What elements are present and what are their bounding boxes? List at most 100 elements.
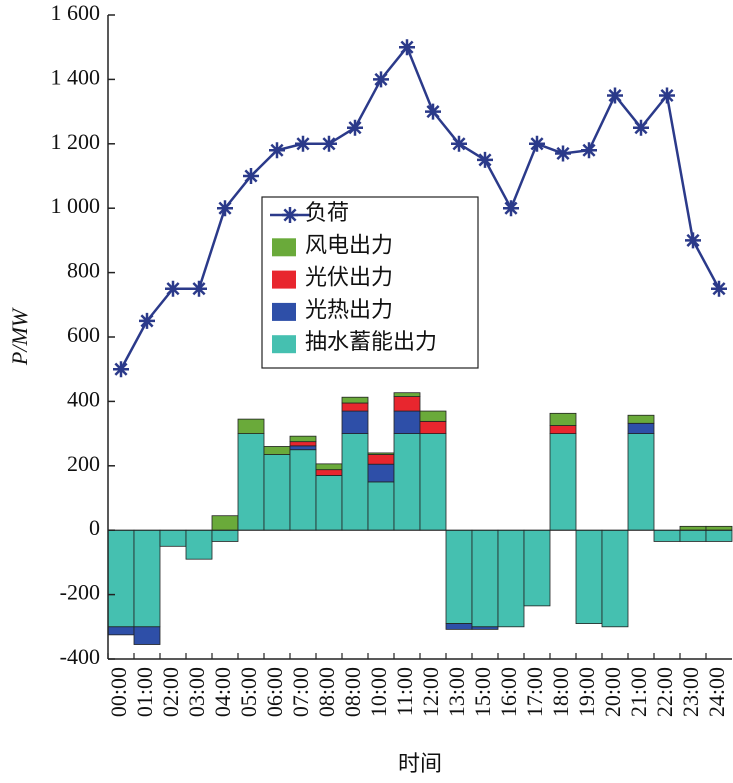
bar-segment: [237, 418, 265, 434]
bar-segment: [315, 463, 343, 471]
marks: [113, 39, 727, 378]
y-tick-label: 0: [89, 515, 100, 540]
legend-label: 光伏出力: [305, 265, 393, 290]
bar-segment: [445, 623, 473, 630]
x-tick-label: 19:00: [574, 667, 599, 717]
bar-segment: [393, 433, 421, 531]
bar-segment: [237, 433, 265, 531]
load-marker: [529, 135, 545, 152]
x-tick-label: 08:00: [340, 667, 365, 717]
x-tick-label: 11:00: [392, 667, 417, 716]
legend-label: 负荷: [305, 200, 349, 225]
x-tick-label: 13:00: [444, 667, 469, 717]
load-marker: [243, 168, 259, 184]
bar-segment: [419, 433, 447, 531]
load-marker: [347, 119, 363, 136]
legend-swatch: [272, 238, 296, 257]
bar-segment: [315, 475, 343, 531]
legend-label: 风电出力: [305, 232, 393, 257]
bar-segment: [705, 525, 733, 531]
bar-segment: [263, 446, 291, 455]
y-tick-label: 1 200: [51, 129, 101, 154]
y-tick-label: 400: [67, 386, 100, 411]
load-marker: [503, 200, 519, 217]
bar-segment: [627, 422, 655, 434]
x-tick-label: 22:00: [652, 667, 677, 717]
bar-segment: [341, 433, 369, 531]
load-marker: [399, 39, 415, 56]
bar-segment: [393, 396, 421, 412]
load-marker: [659, 87, 675, 104]
x-tick-label: 02:00: [158, 667, 183, 717]
legend-marker: [282, 207, 298, 223]
bar-segment: [627, 414, 655, 424]
load-marker: [451, 135, 467, 152]
bar-segment: [471, 626, 499, 630]
x-tick-label: 10:00: [366, 667, 391, 717]
load-marker: [633, 119, 649, 136]
bar-segment: [289, 441, 317, 447]
x-tick-label: 17:00: [522, 667, 547, 717]
bar-segment: [627, 433, 655, 531]
x-tick-label: 03:00: [184, 667, 209, 717]
bars: [107, 392, 733, 645]
x-tick-label: 18:00: [548, 667, 573, 717]
bar-segment: [341, 410, 369, 434]
load-marker: [555, 145, 571, 162]
x-tick-label: 23:00: [678, 667, 703, 717]
load-marker: [139, 312, 155, 329]
bar-segment: [679, 529, 707, 542]
bar-segment: [367, 463, 395, 483]
x-tick-label: 00:00: [106, 667, 131, 717]
bar-segment: [705, 529, 733, 542]
load-marker: [373, 71, 389, 88]
bar-segment: [445, 529, 473, 624]
bar-segment: [575, 529, 603, 624]
y-axis-label: P/MW: [7, 307, 32, 366]
x-axis-label: 时间: [398, 751, 442, 776]
y-tick-label: 1 000: [51, 193, 101, 218]
bar-segment: [315, 469, 343, 476]
bar-segment: [133, 529, 161, 628]
load-marker: [321, 135, 337, 152]
load-marker: [113, 361, 129, 378]
x-tick-label: 04:00: [210, 667, 235, 717]
bar-segment: [549, 425, 577, 434]
bar-segment: [133, 626, 161, 645]
legend-swatch: [272, 270, 296, 289]
y-tick-label: 800: [67, 258, 100, 283]
bar-segment: [471, 529, 499, 628]
bar-segment: [653, 529, 681, 542]
x-tick-label: 24:00: [704, 667, 729, 717]
bar-segment: [497, 529, 525, 628]
bar-segment: [549, 433, 577, 531]
load-marker: [581, 142, 597, 159]
bar-segment: [107, 529, 135, 628]
x-tick-label: 08:00: [314, 667, 339, 717]
x-tick-label: 06:00: [262, 667, 287, 717]
bar-segment: [549, 412, 577, 426]
bar-segment: [211, 529, 239, 542]
y-tick-label: 1 400: [51, 64, 101, 89]
load-marker: [269, 142, 285, 159]
bar-segment: [263, 454, 291, 531]
x-tick-label: 12:00: [418, 667, 443, 717]
x-tick-label: 20:00: [600, 667, 625, 717]
legend-swatch: [272, 335, 296, 354]
y-tick-label: 600: [67, 322, 100, 347]
load-marker: [217, 200, 233, 217]
bar-segment: [419, 410, 447, 422]
legend-swatch: [272, 302, 296, 321]
load-marker: [685, 232, 701, 249]
load-marker: [425, 103, 441, 120]
bar-segment: [159, 529, 187, 547]
legend-label: 抽水蓄能出力: [305, 329, 437, 354]
x-tick-label: 15:00: [470, 667, 495, 717]
load-marker: [711, 280, 727, 297]
y-tick-label: 200: [67, 451, 100, 476]
y-tick-label: -400: [60, 644, 100, 669]
load-marker: [191, 280, 207, 297]
bar-segment: [185, 529, 213, 560]
